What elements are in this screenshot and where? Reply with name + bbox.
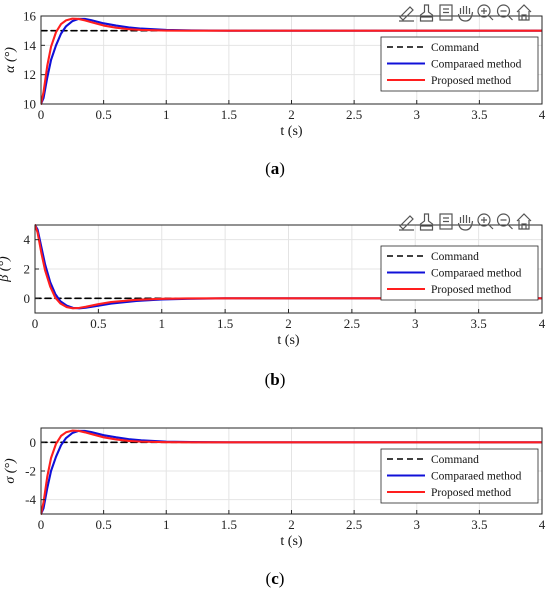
x-tick-label: 3.5 <box>471 316 487 331</box>
x-tick-label: 1 <box>163 517 170 532</box>
x-tick-label: 4 <box>539 107 546 122</box>
y-tick-label: 12 <box>23 67 36 82</box>
y-tick-label: -2 <box>25 464 36 479</box>
x-tick-label: 2 <box>288 107 295 122</box>
panel-caption: (c) <box>266 569 285 588</box>
x-tick-label: 4 <box>539 517 546 532</box>
x-tick-label: 3 <box>412 316 419 331</box>
x-tick-label: 3 <box>414 517 421 532</box>
brush-icon[interactable] <box>419 4 434 22</box>
legend-entry-label: Comparaed method <box>431 59 522 71</box>
axes-toolbar[interactable] <box>399 4 532 22</box>
zoom-in-icon[interactable] <box>477 4 494 21</box>
x-tick-label: 2.5 <box>346 107 362 122</box>
panel-caption: (b) <box>265 370 286 389</box>
x-tick-label: 2 <box>285 316 292 331</box>
legend: Command Comparaed method Proposed method <box>380 245 539 301</box>
y-tick-label: 0 <box>30 435 37 450</box>
panel-caption-letter: c <box>271 569 279 588</box>
data-tips-icon[interactable] <box>439 213 453 230</box>
y-axis-label: β (°) <box>0 256 12 283</box>
x-tick-label: 1.5 <box>221 107 237 122</box>
legend-entry-label: Proposed method <box>431 487 511 499</box>
pan-hand-icon[interactable] <box>457 6 474 22</box>
y-axis-label: α (°) <box>3 47 18 73</box>
x-tick-label: 0.5 <box>96 517 112 532</box>
x-tick-label: 0 <box>38 517 45 532</box>
x-axis-label: t (s) <box>280 124 303 139</box>
x-tick-label: 2 <box>288 517 295 532</box>
edit-icon[interactable] <box>399 6 414 22</box>
home-icon[interactable] <box>516 4 532 21</box>
series-line-proposed-method <box>41 17 542 105</box>
legend-entry-label: Command <box>431 454 479 466</box>
legend-box <box>380 448 539 504</box>
x-tick-label: 2.5 <box>344 316 360 331</box>
chart-panel-c: 0 0.5 1 1.5 2 2.5 3 3.5 4-4-20t (s)σ (°) CommandC… <box>3 427 546 588</box>
series-line-proposed-method <box>41 429 542 515</box>
x-tick-label: 0 <box>38 107 45 122</box>
x-tick-label: 3.5 <box>471 107 487 122</box>
axes-toolbar[interactable] <box>399 213 532 231</box>
legend-entry-label: Proposed method <box>431 75 511 87</box>
zoom-out-icon[interactable] <box>496 4 513 21</box>
legend: Command Comparaed method Proposed method <box>380 36 539 92</box>
x-tick-label: 3 <box>414 107 421 122</box>
series-line-proposed-method <box>35 224 542 310</box>
x-tick-label: 2.5 <box>346 517 362 532</box>
panel-caption-letter: a <box>271 159 280 178</box>
y-tick-label: 14 <box>23 38 37 53</box>
y-tick-label: -4 <box>25 492 36 507</box>
x-tick-label: 1.5 <box>217 316 233 331</box>
y-tick-label: 0 <box>24 291 31 306</box>
panel-caption: (a) <box>265 159 285 178</box>
x-tick-label: 0 <box>32 316 39 331</box>
y-tick-label: 4 <box>24 232 31 247</box>
x-tick-label: 1 <box>159 316 166 331</box>
legend-entry-label: Comparaed method <box>431 268 522 280</box>
chart-panel-a: 0 0.5 1 1.5 2 2.5 3 3.5 4 10 12 14 16 t (s) α (°) Comma… <box>3 4 546 178</box>
y-axis-label: σ (°) <box>3 458 18 484</box>
x-axis-label: t (s) <box>277 333 300 348</box>
x-tick-label: 4 <box>539 316 546 331</box>
legend-entry-label: Command <box>431 251 479 263</box>
zoom-in-icon[interactable] <box>477 213 494 230</box>
legend: Command Comparaed method Proposed method <box>380 448 539 504</box>
y-tick-label: 2 <box>24 262 31 277</box>
x-tick-label: 1.5 <box>221 517 237 532</box>
pan-hand-icon[interactable] <box>457 215 474 231</box>
brush-icon[interactable] <box>419 213 434 231</box>
y-tick-label: 16 <box>23 9 37 24</box>
legend-entry-label: Comparaed method <box>431 471 522 483</box>
legend-entry-label: Proposed method <box>431 284 511 296</box>
legend-entry-label: Command <box>431 42 479 54</box>
y-tick-label: 10 <box>23 97 36 112</box>
x-tick-label: 0.5 <box>96 107 112 122</box>
x-axis-label: t (s) <box>280 534 303 549</box>
home-icon[interactable] <box>516 213 532 230</box>
x-tick-label: 0.5 <box>90 316 106 331</box>
data-tips-icon[interactable] <box>439 4 453 21</box>
x-tick-label: 3.5 <box>471 517 487 532</box>
panel-caption-letter: b <box>270 370 279 389</box>
x-tick-label: 1 <box>163 107 170 122</box>
zoom-out-icon[interactable] <box>496 213 513 230</box>
edit-icon[interactable] <box>399 215 414 231</box>
